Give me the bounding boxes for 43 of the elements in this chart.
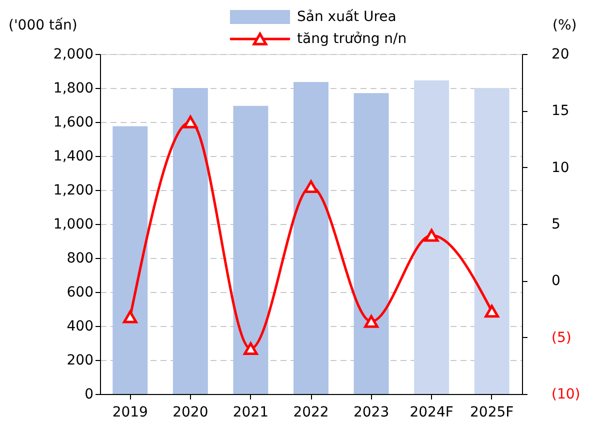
y-tick-label: 800: [66, 250, 94, 266]
y-tick-label: 1,400: [53, 148, 94, 164]
y2-tick-label: 20: [552, 46, 570, 62]
point: [244, 342, 258, 356]
y-tick-label: 1,200: [53, 182, 94, 198]
y2-tick-label: 10: [552, 160, 570, 176]
y2-tick-label: 0: [552, 273, 560, 290]
x-tick-label: 2021: [232, 404, 269, 420]
y-tick-label: 0: [84, 386, 94, 402]
y-tick-label: 2,000: [53, 46, 94, 62]
x-tick-label: 2019: [112, 404, 148, 420]
y-axis-title: ('000 tấn): [8, 18, 78, 34]
bar: [112, 126, 148, 394]
bar: [233, 106, 268, 394]
y-tick-label: 1,600: [53, 114, 94, 130]
y2-tick-label: 5: [552, 216, 560, 232]
point: [364, 315, 378, 328]
y2-tick-label: 15: [552, 103, 570, 120]
x-tick-label: 2025F: [470, 404, 514, 420]
point: [122, 310, 138, 324]
bar: [354, 93, 389, 394]
point: [183, 116, 198, 128]
bar: [414, 80, 450, 394]
y-tick-label: 1,000: [53, 216, 94, 232]
bar: [172, 88, 208, 394]
y2-tick-label: (10): [552, 386, 580, 402]
point: [304, 180, 318, 193]
bar: [294, 82, 328, 394]
y-tick-label: 1,800: [53, 80, 94, 96]
x-tick-label: 2022: [293, 404, 329, 420]
legend-label: Sản xuất Urea: [297, 9, 396, 25]
y-tick-label: 200: [66, 352, 94, 368]
point: [484, 304, 500, 318]
point: [424, 228, 439, 242]
y-tick-label: 400: [66, 318, 94, 334]
legend-label: tăng trưởng n/n: [297, 31, 407, 47]
x-tick-label: 2024F: [410, 404, 454, 420]
y2-tick-label: (5): [552, 330, 572, 346]
y-tick-label: 600: [66, 284, 94, 300]
x-tick-label: 2020: [172, 404, 208, 420]
y2-axis-title: (%): [552, 18, 577, 34]
bar: [474, 88, 510, 394]
x-tick-label: 2023: [353, 404, 390, 420]
